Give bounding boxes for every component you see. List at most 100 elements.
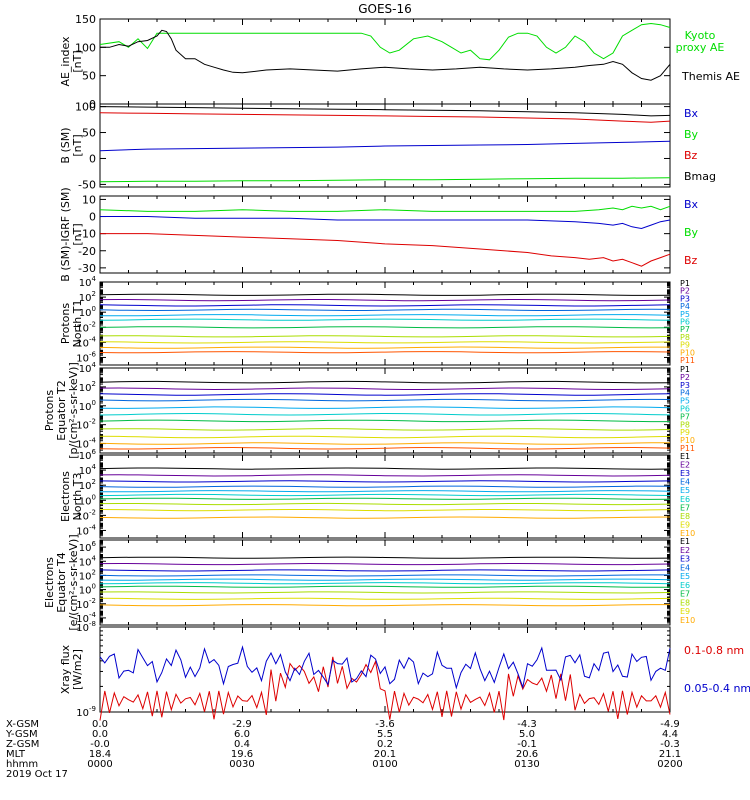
channel-line bbox=[99, 516, 671, 519]
series-line-by bbox=[99, 177, 671, 183]
channel-line bbox=[99, 304, 671, 307]
ephemeris-value: 20.6 bbox=[516, 749, 538, 760]
legend-entry: E2 bbox=[680, 461, 690, 470]
channel-line bbox=[99, 380, 671, 384]
channel-line bbox=[99, 562, 671, 566]
y-tick-exponent: 0 bbox=[92, 305, 96, 313]
legend-entry: P10 bbox=[680, 348, 695, 357]
y-tick-label: -10 bbox=[78, 228, 96, 241]
y-tick-exponent: 4 bbox=[92, 361, 97, 369]
y-tick-label: 100 bbox=[79, 583, 96, 597]
legend-entry: E1 bbox=[680, 537, 690, 546]
channel-line bbox=[99, 556, 671, 559]
ephemeris-value: 0000 bbox=[87, 759, 112, 770]
y-tick-label: 106 bbox=[79, 540, 97, 554]
legend-entry: E4 bbox=[680, 563, 690, 572]
ephemeris-value: 0.0 bbox=[92, 719, 108, 730]
y-tick-exponent: 2 bbox=[92, 568, 96, 576]
ephemeris-row-label: hhmm bbox=[6, 759, 38, 770]
channel-line bbox=[99, 435, 671, 439]
y-tick-label: 100 bbox=[75, 41, 96, 54]
legend-entry: Bz bbox=[684, 149, 698, 162]
legend-entry: P3 bbox=[680, 294, 690, 303]
channel-line bbox=[99, 412, 671, 416]
y-tick-exponent: -4 bbox=[89, 523, 97, 531]
ephemeris-value: 0.0 bbox=[92, 729, 108, 740]
channel-line bbox=[99, 393, 671, 396]
y-tick-exponent: 4 bbox=[92, 463, 97, 471]
y-tick-label: 10-8 bbox=[76, 620, 96, 634]
panel-frame bbox=[99, 195, 671, 274]
panel-frame bbox=[99, 454, 671, 539]
ephemeris-value: 0.4 bbox=[234, 739, 250, 750]
ephemeris-value: 5.5 bbox=[377, 729, 393, 740]
y-axis-label: [p/(cm²-s-sr-keV)] bbox=[67, 362, 80, 459]
y-tick-exponent: -9 bbox=[89, 705, 96, 713]
legend-entry: 0.1-0.8 nm bbox=[684, 644, 744, 657]
legend-entry: E9 bbox=[680, 607, 690, 616]
channel-line bbox=[99, 326, 671, 329]
y-tick-label: -20 bbox=[78, 245, 96, 258]
ephemeris-value: 21.1 bbox=[659, 749, 681, 760]
y-tick-label: 10-9 bbox=[76, 705, 96, 719]
legend-entry: E6 bbox=[680, 495, 690, 504]
series-line-themis-ae bbox=[100, 29, 671, 81]
ephemeris-value: -4.3 bbox=[517, 719, 537, 730]
channel-line bbox=[99, 578, 671, 581]
ephemeris-row-label: X-GSM bbox=[6, 719, 39, 730]
panel-frame bbox=[99, 367, 671, 454]
ephemeris-value: 4.4 bbox=[662, 729, 678, 740]
legend-entry: E10 bbox=[680, 616, 695, 625]
channel-line bbox=[99, 585, 670, 588]
y-tick-label: 0 bbox=[89, 211, 96, 224]
legend-entry: E5 bbox=[680, 486, 690, 495]
channel-line bbox=[99, 398, 671, 402]
y-tick-label: 100 bbox=[79, 399, 96, 413]
series-line-bx bbox=[99, 140, 671, 152]
channel-line bbox=[99, 298, 671, 302]
legend-entry: P4 bbox=[680, 302, 690, 311]
legend-entry: E7 bbox=[680, 590, 690, 599]
ephemeris-value: 0.2 bbox=[377, 739, 393, 750]
y-tick-exponent: 2 bbox=[92, 290, 96, 298]
legend-entry: Bmag bbox=[684, 170, 716, 183]
ephemeris-row-label: Y-GSM bbox=[5, 729, 38, 740]
legend-entry: P9 bbox=[680, 341, 690, 350]
legend-entry: P2 bbox=[680, 373, 690, 382]
legend-entry: E3 bbox=[680, 469, 690, 478]
legend-entry: Kyoto bbox=[685, 29, 716, 42]
series-line-by bbox=[99, 205, 671, 212]
channel-line bbox=[99, 351, 671, 354]
channel-line bbox=[99, 467, 671, 470]
channel-line bbox=[99, 582, 671, 585]
ephemeris-table: X-GSM 0.0 -2.9 -3.6 -4.3 -4.9 Y-GSM 0.0 6.0 5.5 5.… bbox=[5, 719, 683, 780]
legend-entry: P11 bbox=[680, 444, 695, 453]
channel-line bbox=[99, 597, 671, 600]
channel-line bbox=[99, 509, 671, 512]
y-tick-label: -30 bbox=[78, 262, 96, 275]
series-line-bx bbox=[100, 216, 671, 230]
y-tick-exponent: -8 bbox=[89, 620, 96, 628]
y-axis-label: [e/(cm²-s-sr-keV)] bbox=[67, 534, 80, 630]
legend-entry: P6 bbox=[680, 318, 690, 327]
series-line-xray-long bbox=[99, 656, 671, 721]
ephemeris-row-label: Z-GSM bbox=[6, 739, 39, 750]
channel-line bbox=[99, 569, 671, 572]
y-tick-exponent: 6 bbox=[92, 540, 97, 548]
y-tick-label: 150 bbox=[75, 13, 96, 26]
ephemeris-value: 6.0 bbox=[234, 729, 250, 740]
y-tick-label: 104 bbox=[79, 361, 97, 375]
legend-entry: E4 bbox=[680, 478, 690, 487]
y-tick-exponent: -4 bbox=[89, 611, 97, 619]
y-tick-label: 100 bbox=[75, 101, 96, 114]
y-tick-exponent: -6 bbox=[89, 350, 97, 358]
channel-line bbox=[99, 442, 670, 445]
y-tick-exponent: -2 bbox=[89, 597, 96, 605]
legend-entry: P8 bbox=[680, 420, 690, 429]
y-axis-label: Protons bbox=[43, 390, 56, 431]
ephemeris-value: -0.1 bbox=[517, 739, 537, 750]
legend-entry: P8 bbox=[680, 333, 690, 342]
